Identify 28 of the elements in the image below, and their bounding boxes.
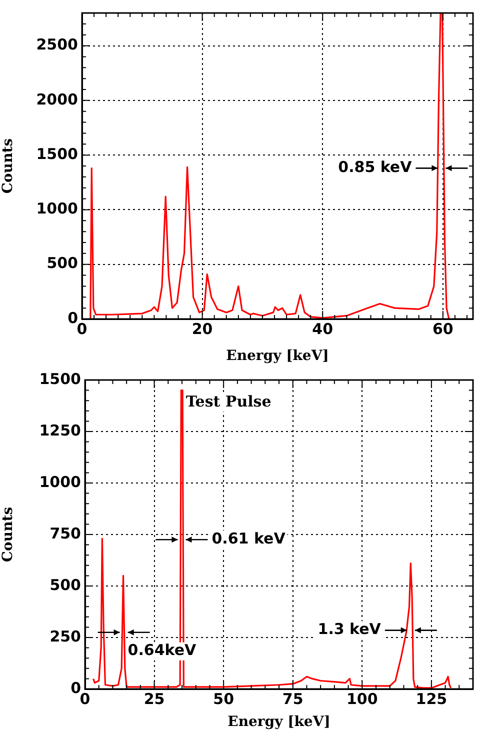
y-tick-label: 1500 [39, 370, 81, 388]
y-tick-label: 1000 [36, 200, 78, 218]
y-tick-label: 2000 [36, 90, 78, 108]
x-tick-label: 40 [312, 320, 334, 338]
annotation: 0.85 keV [338, 158, 412, 176]
annotation: 0.64keV [128, 641, 197, 660]
x-tick-label: 125 [416, 690, 448, 708]
y-tick-label: 2500 [36, 36, 78, 54]
x-tick-label: 50 [213, 690, 234, 708]
y-tick-label: 1500 [36, 144, 78, 163]
y-tick-label: 1000 [39, 472, 81, 491]
annotation: 0.61 keV [212, 530, 286, 548]
y-axis-title: Counts [0, 506, 16, 562]
y-tick-label: 750 [50, 524, 81, 542]
y-tick-label: 1250 [39, 421, 81, 440]
x-tick-label: 100 [346, 690, 378, 708]
x-tick-label: 25 [144, 690, 165, 708]
y-tick-label: 250 [50, 627, 81, 646]
x-tick-label: 75 [282, 690, 304, 708]
x-tick-label: 60 [432, 320, 454, 338]
x-tick-label: 20 [192, 320, 213, 338]
y-tick-label: 500 [46, 254, 78, 272]
annotation: Test Pulse [186, 392, 272, 411]
y-axis-title: Counts [0, 138, 16, 194]
annotation: 1.3 keV [318, 620, 382, 638]
x-axis-title: Energy [keV] [228, 714, 330, 730]
x-axis-title: Energy [keV] [226, 348, 329, 364]
y-tick-label: 500 [50, 576, 81, 594]
